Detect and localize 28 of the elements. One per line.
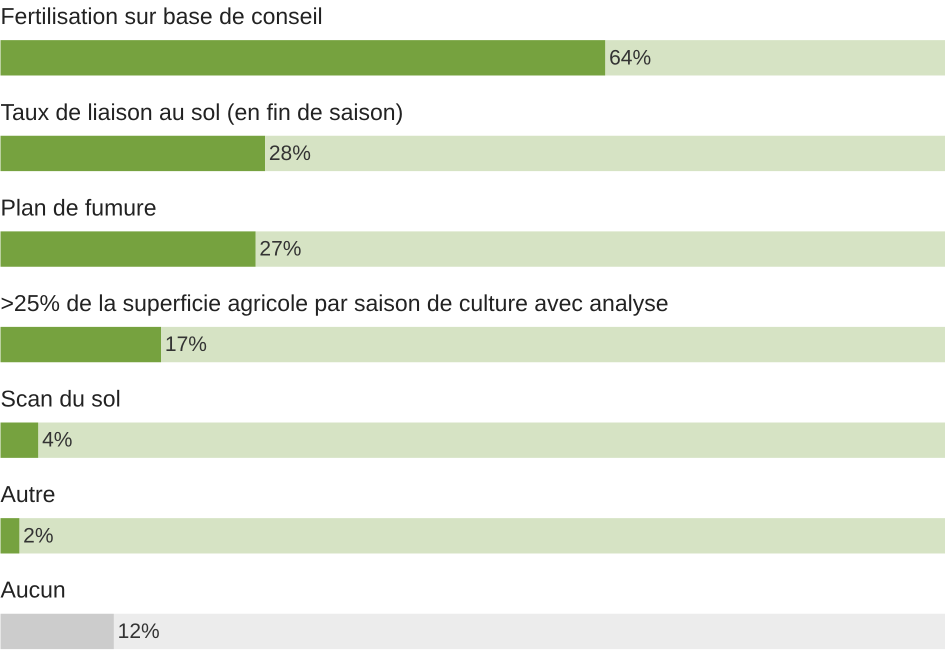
data-label: 2% [23,524,54,548]
bar [114,614,945,650]
bar [0,40,606,76]
data-label: 4% [42,428,72,452]
bar [0,614,114,650]
bar [0,231,256,267]
y-tick-label: Scan du sol [0,386,121,412]
bar [38,422,945,458]
bar [0,518,20,554]
data-label: 28% [268,142,311,165]
data-label: 12% [118,620,160,643]
data-label: 27% [259,238,302,261]
bar [0,136,266,172]
bar [605,40,945,76]
y-tick-label: Autre [0,481,56,508]
y-tick-label: Taux de liaison au sol (en fin de saison) [0,98,404,125]
y-tick-label: Fertilisation sur base de conseil [0,3,323,30]
bar [0,326,162,362]
y-tick-label: >25% de la superficie agricole par saison de culture avec analyse [0,290,669,316]
data-label: 17% [164,333,207,356]
bar [265,136,945,172]
y-tick-label: Aucun [0,576,66,603]
bar [256,231,945,267]
bar [0,422,38,458]
bar [161,326,945,362]
data-label: 64% [609,46,652,70]
bar [19,518,945,554]
y-tick-label: Plan de fumure [0,194,156,220]
